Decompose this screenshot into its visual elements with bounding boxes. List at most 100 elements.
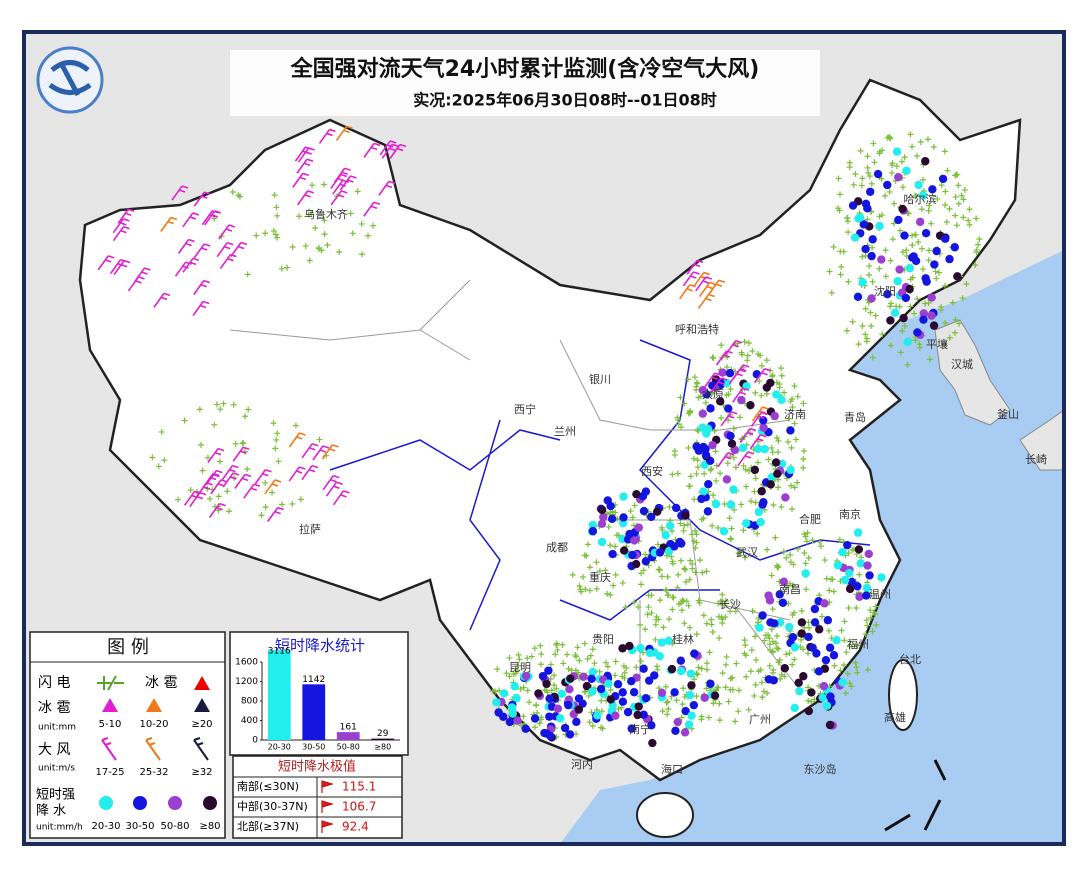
lightning-mark [871,159,878,166]
wind-barb [254,468,272,485]
region-label: 北部(≥37N) [237,819,299,833]
lightning-mark [273,204,280,211]
lightning-mark [229,188,236,195]
lightning-mark [886,188,893,195]
lightning-mark [776,384,783,391]
extreme-value: 92.4 [342,820,369,834]
rain-dot [807,688,816,697]
flag-icon [321,820,335,833]
lightning-mark [915,239,922,246]
rain-dot [758,611,767,620]
lightning-mark [289,244,296,251]
lightning-mark [619,673,626,680]
lightning-mark [206,495,213,502]
lightning-mark [899,327,906,334]
lightning-mark [769,373,776,380]
lightning-mark [271,192,278,199]
lightning-mark [627,508,634,515]
wind-barb [204,210,222,226]
lightning-mark [778,671,785,678]
lightning-mark [837,667,844,674]
rain-dot [681,706,690,716]
rain-dot [505,717,515,727]
lightning-mark [198,441,205,448]
lightning-mark [648,609,655,616]
rain-dot [877,255,886,264]
lightning-mark [941,148,948,155]
rain-dot [670,688,679,697]
lightning-mark [677,394,684,401]
rain-dot [853,582,862,591]
rain-dot [759,423,768,432]
lightning-mark [588,709,595,716]
rain-dot [648,738,657,748]
rain-dot [883,180,892,190]
lightning-mark [711,427,718,434]
rain-dot [921,274,930,283]
wind-barb [243,483,261,499]
rain-dot [794,678,803,687]
lightning-mark [765,632,772,639]
rain-dot [867,251,876,261]
region-label: 南部(≤30N) [237,779,299,793]
lightning-mark [732,608,739,615]
rain-dot [689,700,699,710]
lightning-mark [552,651,559,658]
lightning-mark [664,711,671,718]
rain-dot [619,492,628,501]
rain-dot [540,728,549,738]
lightning-mark [708,465,715,472]
lightning-mark [698,665,705,672]
lightning-mark [955,200,962,207]
value-label: 161 [340,723,357,733]
rain-dot [593,711,602,720]
rain-dot [596,684,606,694]
lightning-mark [821,557,828,564]
lightning-mark [613,532,620,539]
lightning-mark [365,232,372,239]
rain-dot [742,519,751,528]
lightning-mark [515,651,522,658]
lightning-mark [602,659,609,666]
y-tick-label: 400 [241,716,258,726]
lightning-mark [691,374,698,381]
rain-dot [627,724,636,733]
lightning-mark [262,479,269,486]
lightning-mark [503,670,510,677]
lightning-mark [273,436,280,443]
rain-dot [892,147,902,156]
lightning-mark [912,192,919,199]
lightning-mark [220,400,227,407]
lightning-mark [743,673,750,680]
city-label: 福州 [847,637,869,651]
rain-dot [579,672,588,681]
rain-dot [597,505,607,515]
rain-dot [700,693,709,702]
lightning-mark [747,668,754,675]
lightning-mark [973,249,980,256]
lightning-mark [688,531,695,538]
lightning-mark [685,444,692,451]
rain-dot [771,458,781,467]
rain-dot [862,591,871,600]
rain-dot [762,383,771,392]
lightning-mark [800,448,807,455]
lightning-mark [973,215,980,222]
rain-dot [687,711,696,720]
lightning-mark [664,592,671,599]
lightning-mark [837,191,844,198]
lightning-mark [866,263,873,270]
lightning-mark [695,664,702,671]
rain-dot [856,559,865,568]
lightning-mark [805,650,811,657]
lightning-mark [684,521,691,528]
lightning-mark [713,477,720,484]
lightning-mark [312,225,319,232]
rain-dot [588,687,597,696]
lightning-mark [660,624,667,631]
rain-dot [848,201,858,210]
rain-dot [644,676,654,685]
rain-dot [918,191,928,200]
lightning-mark [675,571,682,578]
lightning-mark [752,389,759,396]
